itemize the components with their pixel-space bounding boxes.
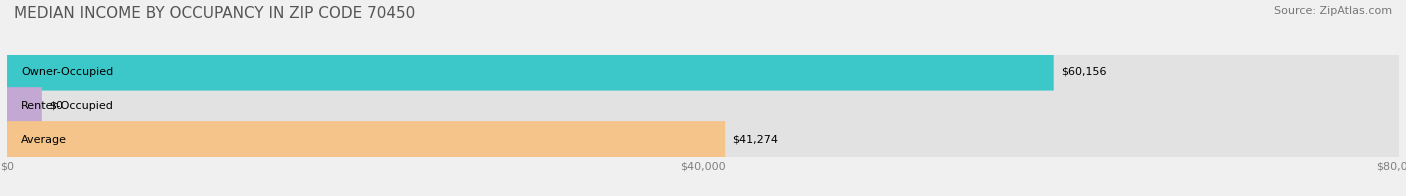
FancyBboxPatch shape [7, 87, 42, 124]
FancyBboxPatch shape [7, 121, 725, 159]
Text: MEDIAN INCOME BY OCCUPANCY IN ZIP CODE 70450: MEDIAN INCOME BY OCCUPANCY IN ZIP CODE 7… [14, 6, 415, 21]
FancyBboxPatch shape [7, 53, 1399, 91]
Text: $0: $0 [49, 101, 63, 111]
Text: Source: ZipAtlas.com: Source: ZipAtlas.com [1274, 6, 1392, 16]
FancyBboxPatch shape [7, 53, 1053, 91]
FancyBboxPatch shape [7, 87, 1399, 124]
FancyBboxPatch shape [7, 121, 1399, 159]
Text: Renter-Occupied: Renter-Occupied [21, 101, 114, 111]
Text: $60,156: $60,156 [1060, 67, 1107, 77]
Text: Owner-Occupied: Owner-Occupied [21, 67, 114, 77]
Text: $41,274: $41,274 [733, 135, 778, 145]
Text: Average: Average [21, 135, 67, 145]
